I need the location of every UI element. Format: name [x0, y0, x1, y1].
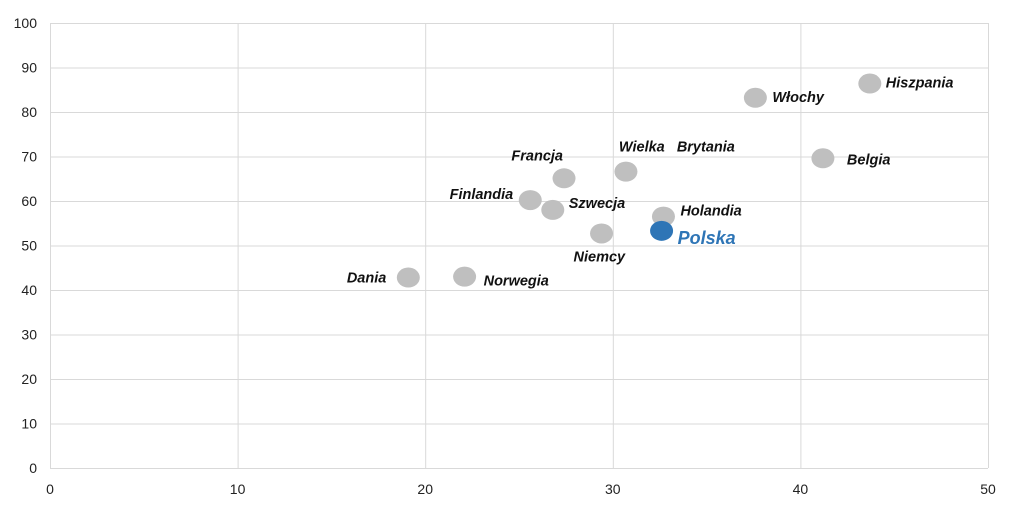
data-label: Belgia — [847, 152, 891, 168]
y-tick-label: 90 — [21, 60, 37, 76]
data-label: Hiszpania — [886, 76, 954, 92]
data-point — [453, 266, 477, 287]
data-point-highlight — [650, 220, 674, 241]
x-tick-label: 20 — [417, 481, 433, 497]
data-label: Niemcy — [574, 249, 627, 265]
x-tick-label: 0 — [46, 481, 54, 497]
y-tick-label: 30 — [21, 327, 37, 343]
y-tick-label: 20 — [21, 371, 37, 387]
y-tick-label: 10 — [21, 416, 37, 432]
data-label: Norwegia — [484, 274, 549, 290]
data-labels: Dania Norwegia Finlandia Szwecja Francja Niem… — [347, 76, 954, 290]
y-tick-label: 40 — [21, 282, 37, 298]
data-point — [518, 190, 542, 211]
data-label: Francja — [511, 148, 563, 164]
grid — [50, 23, 989, 469]
y-tick-label: 60 — [21, 193, 37, 209]
data-label: Wielka Brytania — [619, 140, 735, 156]
data-point — [614, 161, 638, 182]
data-point — [541, 199, 565, 220]
x-tick-label: 40 — [793, 481, 809, 497]
x-tick-label: 10 — [230, 481, 246, 497]
data-label: Szwecja — [569, 196, 625, 212]
data-label: Polska — [678, 228, 736, 248]
data-point — [590, 223, 614, 244]
data-point — [743, 87, 767, 108]
y-tick-label: 0 — [29, 460, 37, 476]
x-tick-label: 50 — [980, 481, 996, 497]
data-label: Włochy — [772, 90, 824, 106]
y-tick-label: 80 — [21, 104, 37, 120]
y-tick-label: 70 — [21, 149, 37, 165]
data-point — [858, 73, 882, 94]
data-point — [552, 168, 576, 189]
data-label: Holandia — [680, 204, 741, 220]
axis-tick-labels: 0 10 20 30 40 50 60 70 80 90 100 0 10 20 30 40 50 — [14, 15, 996, 497]
data-point — [811, 148, 835, 169]
data-label: Dania — [347, 271, 387, 287]
y-tick-label: 100 — [14, 15, 38, 31]
data-points — [396, 73, 882, 288]
y-tick-label: 50 — [21, 238, 37, 254]
data-label: Finlandia — [450, 187, 514, 203]
x-tick-label: 30 — [605, 481, 621, 497]
data-point — [396, 267, 420, 288]
